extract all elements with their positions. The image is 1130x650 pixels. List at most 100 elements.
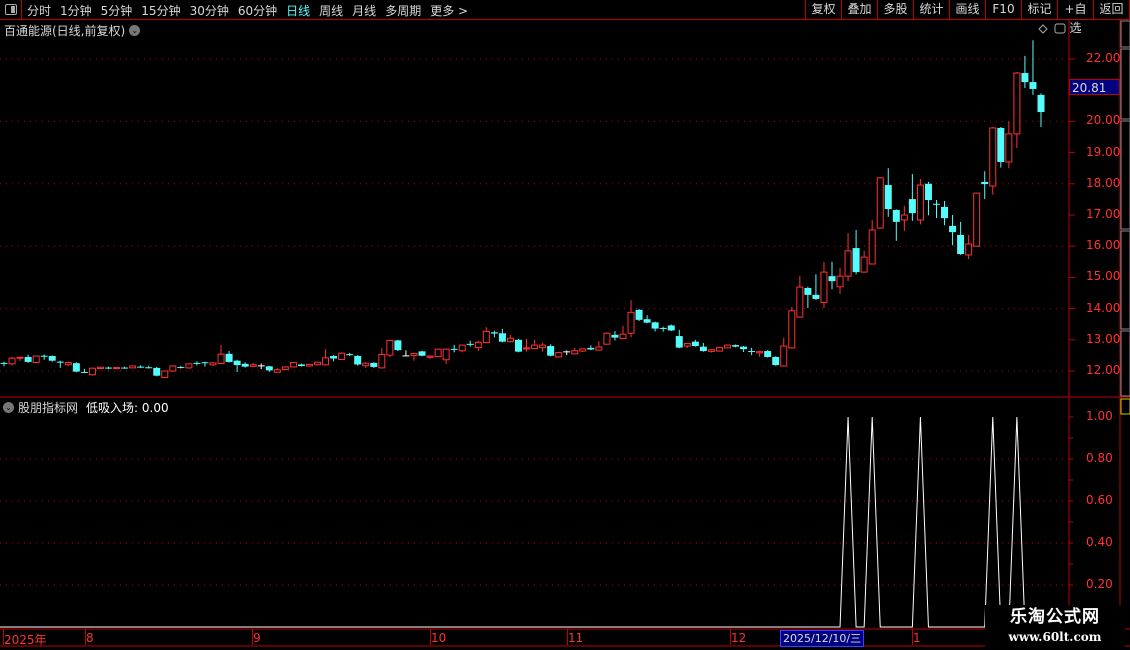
toolbar-button[interactable]: 叠加 bbox=[841, 0, 877, 19]
candle-body bbox=[418, 351, 426, 356]
toolbar-button[interactable]: 复权 bbox=[805, 0, 841, 19]
price-axis-label: 14.00 bbox=[1086, 300, 1121, 315]
candle-body bbox=[900, 214, 908, 221]
candle-body bbox=[1021, 73, 1029, 83]
period-tab[interactable]: 更多 > bbox=[430, 4, 469, 18]
candle-body bbox=[683, 343, 691, 347]
candle-body bbox=[659, 327, 667, 329]
candle-body bbox=[981, 181, 989, 185]
candle-body bbox=[796, 286, 804, 318]
candle-body bbox=[852, 248, 860, 273]
candle-body bbox=[965, 243, 973, 256]
candle-body bbox=[330, 356, 338, 359]
time-axis-label: 1 bbox=[913, 631, 921, 645]
candle-body bbox=[643, 319, 651, 323]
candle-body bbox=[949, 225, 957, 233]
cursor-date-label: 2025/12/10/三 bbox=[780, 630, 865, 647]
candle-body bbox=[314, 361, 322, 366]
candle-body bbox=[563, 351, 571, 353]
candle-body bbox=[506, 337, 514, 343]
time-axis-label: 9 bbox=[253, 631, 261, 645]
candle-body bbox=[691, 341, 699, 347]
candle-body bbox=[997, 127, 1005, 162]
candle-body bbox=[394, 340, 402, 351]
candle-body bbox=[161, 370, 169, 379]
candle-body bbox=[88, 367, 96, 376]
candle-body bbox=[764, 351, 772, 357]
candle-body bbox=[185, 363, 193, 369]
chevron-down-icon[interactable]: ⌄ bbox=[129, 25, 141, 36]
period-tab[interactable]: 分时 bbox=[27, 4, 52, 18]
candle-body bbox=[707, 349, 715, 352]
candle-body bbox=[265, 366, 273, 371]
toolbar-button[interactable]: 多股 bbox=[877, 0, 913, 19]
candle-body bbox=[547, 346, 555, 356]
candle-body bbox=[555, 352, 563, 358]
candle-body bbox=[973, 192, 981, 247]
toolbar-button[interactable]: F10 bbox=[985, 0, 1021, 19]
candle-body bbox=[16, 356, 24, 359]
candle-body bbox=[924, 183, 932, 201]
candle-body bbox=[627, 311, 635, 334]
period-tab[interactable]: 周线 bbox=[319, 4, 344, 18]
candle-body bbox=[257, 365, 265, 367]
candle-body bbox=[442, 348, 450, 361]
candle-body bbox=[1005, 133, 1013, 163]
toolbar-buttons: 复权 叠加 多股 统计 画线 F10 标记 +自选 返回 bbox=[805, 0, 1130, 35]
candle-body bbox=[346, 354, 354, 356]
period-tab[interactable]: 5分钟 bbox=[100, 4, 133, 18]
chevron-down-icon[interactable]: ⌄ bbox=[3, 402, 14, 413]
stock-title-text: 百通能源(日线,前复权) bbox=[4, 24, 126, 38]
candle-body bbox=[884, 185, 892, 210]
indicator-axis-label: 1.00 bbox=[1086, 409, 1113, 423]
candle-body bbox=[24, 356, 32, 362]
candle-body bbox=[812, 294, 820, 299]
candle-body bbox=[748, 351, 756, 353]
candle-body bbox=[539, 344, 547, 349]
candle-body bbox=[595, 346, 603, 351]
candle-body bbox=[386, 339, 394, 356]
candle-body bbox=[844, 250, 852, 277]
candle-body bbox=[756, 351, 764, 354]
toolbar-button[interactable]: 统计 bbox=[913, 0, 949, 19]
period-tab[interactable]: 15分钟 bbox=[141, 4, 181, 18]
watermark-line1: 乐淘公式网 bbox=[1010, 607, 1100, 627]
panel-toggle-button[interactable] bbox=[0, 0, 22, 19]
candle-body bbox=[611, 334, 619, 338]
toolbar-button[interactable]: 标记 bbox=[1021, 0, 1057, 19]
side-panel-tab bbox=[1120, 230, 1130, 330]
candle-body bbox=[523, 347, 531, 350]
candle-body bbox=[458, 344, 466, 352]
candle-body bbox=[64, 362, 72, 366]
period-tab[interactable]: 30分钟 bbox=[189, 4, 229, 18]
candle-body bbox=[40, 355, 48, 357]
toolbar-button[interactable]: +自选 bbox=[1057, 0, 1093, 35]
watermark-logo: 乐淘公式网 www.60lt.com bbox=[985, 605, 1125, 650]
indicator-title: ⌄ 股朋指标网 低吸入场: 0.00 bbox=[3, 399, 169, 416]
candle-body bbox=[96, 366, 104, 370]
candle-body bbox=[0, 362, 8, 364]
candle-body bbox=[587, 347, 595, 350]
period-tab[interactable]: 60分钟 bbox=[237, 4, 278, 18]
period-tab[interactable]: 月线 bbox=[352, 4, 377, 18]
candle-body bbox=[531, 344, 539, 350]
candle-body bbox=[225, 353, 233, 362]
candle-body bbox=[860, 256, 868, 273]
candle-body bbox=[72, 363, 80, 372]
candle-body bbox=[780, 345, 788, 367]
side-panel-tab bbox=[1120, 20, 1130, 48]
period-tab[interactable]: 多周期 bbox=[385, 4, 422, 18]
candle-body bbox=[281, 366, 289, 370]
current-price-tag: 20.81 bbox=[1069, 79, 1120, 95]
period-tab[interactable]: 日线 bbox=[286, 4, 311, 18]
candle-body bbox=[1013, 72, 1021, 135]
candle-body bbox=[715, 347, 723, 352]
side-panel-tab bbox=[1120, 120, 1130, 230]
candle-body bbox=[828, 276, 836, 282]
toolbar-button[interactable]: 画线 bbox=[949, 0, 985, 19]
candle-body bbox=[571, 350, 579, 355]
candle-body bbox=[723, 344, 731, 349]
candle-body bbox=[908, 199, 916, 214]
period-tab[interactable]: 1分钟 bbox=[60, 4, 92, 18]
